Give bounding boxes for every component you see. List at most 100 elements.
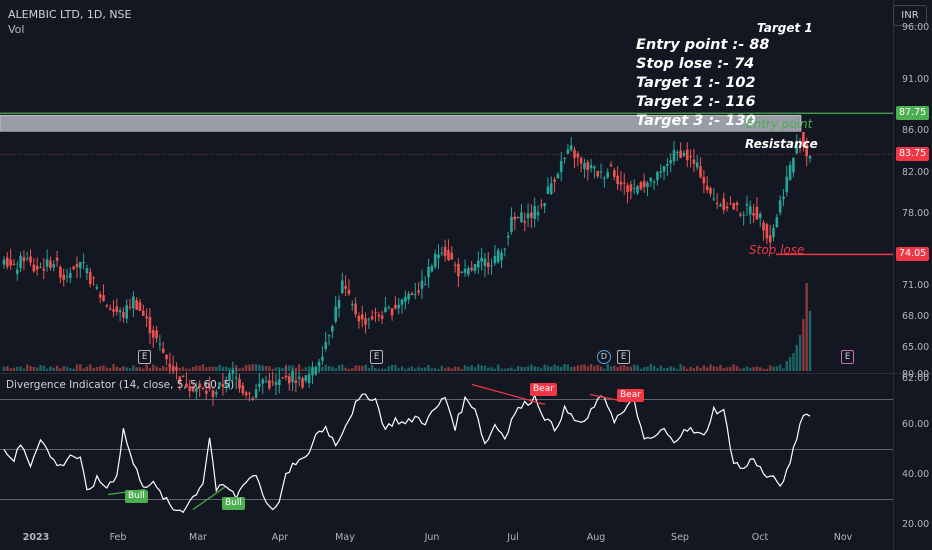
volume-bar [606, 364, 609, 371]
volume-bar [772, 366, 775, 371]
bull-divergence-label: Bull [222, 497, 245, 510]
candle-body [417, 290, 420, 293]
volume-bar [536, 366, 540, 371]
candle-body [672, 150, 676, 162]
volume-bar [735, 366, 739, 371]
volume-bar [26, 364, 29, 371]
candle-body [341, 280, 344, 294]
volume-bar [75, 364, 79, 371]
volume-bar [642, 367, 646, 371]
volume-bar [98, 366, 102, 371]
candle-body [142, 310, 145, 316]
candle-body [543, 203, 546, 207]
candle-body [32, 264, 36, 272]
candle-body [178, 376, 182, 383]
earnings-event-icon[interactable]: E [138, 350, 151, 364]
volume-bar [696, 365, 699, 371]
candle-body [676, 151, 679, 153]
volume-bar [596, 364, 599, 371]
oscillator-pane [0, 383, 893, 514]
volume-bar [808, 311, 812, 371]
volume-bar [520, 366, 523, 371]
indicator-title[interactable]: Divergence Indicator (14, close, 5, 5, 6… [6, 379, 235, 391]
bear-divergence-label: Bear [617, 389, 644, 402]
candle-body [599, 171, 603, 173]
candle-body [659, 171, 663, 173]
target-1-label[interactable]: Target 1 [757, 21, 813, 35]
candle-body [327, 335, 331, 337]
currency-button[interactable]: INR [893, 5, 927, 26]
candle-body [42, 268, 46, 271]
dividend-event-icon[interactable]: D [597, 350, 611, 364]
volume-bar [729, 366, 732, 371]
entry-point-label[interactable]: Entry point [746, 117, 813, 131]
volume-bar [802, 319, 805, 371]
candle-body [423, 284, 427, 286]
volume-bar [410, 366, 414, 371]
volume-bar [613, 365, 616, 371]
candle-body [410, 293, 414, 295]
volume-bar [288, 365, 291, 371]
candle-body [380, 315, 384, 319]
earnings-event-icon[interactable]: E [370, 350, 383, 364]
candle-body [198, 383, 201, 388]
candle-body [496, 250, 500, 263]
trade-lines[interactable] [0, 0, 893, 256]
candle-body [802, 131, 805, 147]
symbol-title[interactable]: ALEMBIC LTD, 1D, NSE [8, 8, 132, 21]
candle-body [798, 141, 802, 143]
candle-body [729, 203, 732, 205]
candle-body [450, 252, 454, 260]
volume-bar [165, 366, 168, 371]
volume-bar [722, 368, 725, 371]
candle-body [364, 318, 367, 325]
volume-bar [52, 367, 55, 371]
candle-body [400, 299, 404, 305]
volume-bar [132, 365, 135, 371]
resistance-label[interactable]: Resistance [745, 137, 818, 151]
volume-legend[interactable]: Vol [8, 23, 25, 36]
volume-bar [32, 366, 36, 371]
volume-bar [407, 367, 410, 371]
candle-body [145, 316, 148, 319]
volume-bar [443, 368, 447, 371]
volume-bar [788, 357, 792, 371]
earnings-event-icon[interactable]: E [617, 350, 630, 364]
stoploss-label[interactable]: Stop lose [749, 243, 805, 257]
volume-bar [579, 365, 583, 371]
earnings-event-icon[interactable]: E [841, 350, 854, 364]
volume-bar [603, 368, 606, 371]
volume-bar [400, 366, 404, 371]
volume-bar [676, 368, 679, 371]
resistance-zone [0, 114, 802, 132]
volume-bar [112, 364, 115, 371]
volume-bar [785, 361, 788, 371]
volume-bar [457, 366, 460, 371]
volume-bar [19, 366, 22, 371]
candle-body [367, 319, 371, 321]
volume-bar [370, 364, 374, 371]
candle-body [6, 257, 9, 267]
volume-bar [354, 365, 357, 371]
candle-body [808, 155, 812, 159]
volume-bar [566, 364, 570, 371]
volume-bar [45, 368, 49, 371]
volume-bar [672, 367, 676, 371]
candle-body [254, 389, 258, 398]
candle-body [768, 235, 772, 243]
candle-body [642, 181, 646, 188]
candle-body [297, 376, 301, 379]
volume-bar [453, 366, 457, 371]
time-tick-label: Feb [109, 532, 127, 543]
volume-bar [278, 367, 281, 371]
volume-bar [55, 365, 59, 371]
volume-bar [725, 367, 729, 371]
candle-body [261, 379, 265, 384]
candle-body [566, 149, 570, 154]
volume-bar [732, 364, 735, 371]
candle-body [775, 217, 779, 228]
candle-body [583, 162, 586, 170]
volume-bar [148, 367, 152, 371]
volume-bar [652, 365, 656, 371]
